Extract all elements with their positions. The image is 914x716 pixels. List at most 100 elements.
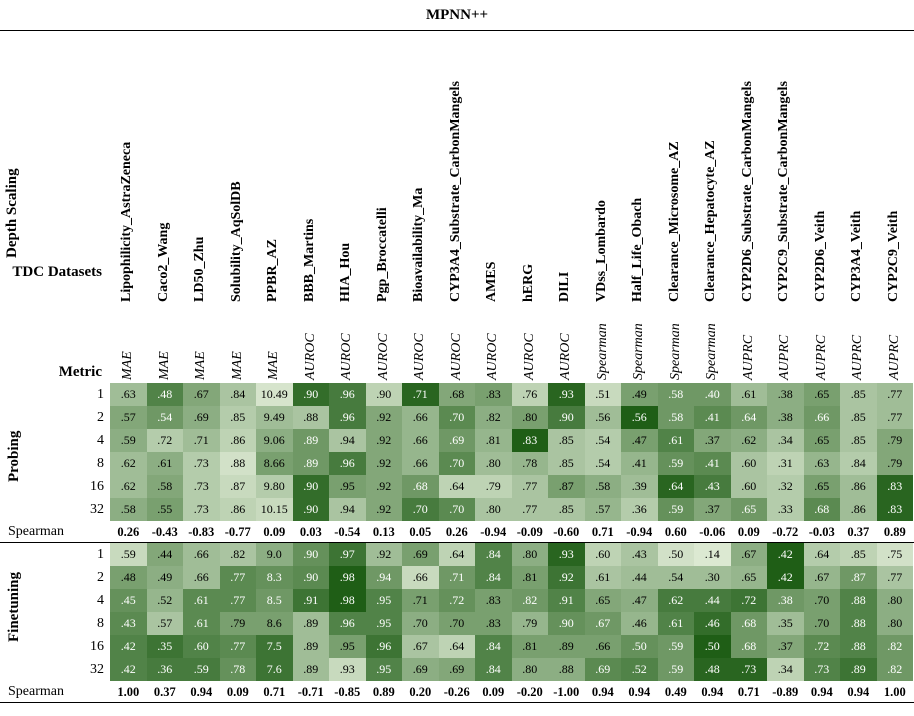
heatmap-cell: .56 (621, 406, 658, 429)
heatmap-cell: .50 (621, 635, 658, 658)
spearman-value: -0.85 (334, 685, 361, 699)
spearman-value: 0.89 (372, 685, 395, 699)
heatmap-cell: .96 (329, 612, 366, 635)
heatmap-cell: .42 (110, 658, 147, 681)
heatmap-cell: .35 (767, 612, 804, 635)
heatmap-cell: .80 (475, 452, 512, 475)
heatmap-cell: .70 (402, 612, 439, 635)
metric-label: AUPRC (886, 334, 902, 380)
heatmap-cell: .62 (110, 475, 147, 498)
spearman-value: -0.83 (188, 525, 215, 539)
heatmap-cell: .71 (183, 429, 220, 452)
heatmap-cell: .64 (438, 635, 475, 658)
heatmap-cell: .81 (475, 429, 512, 452)
heatmap-cell: .75 (876, 543, 913, 566)
heatmap-cell: .67 (730, 543, 767, 566)
depth-row-label: 1 (97, 547, 104, 562)
spearman-value: 0.94 (591, 685, 614, 699)
heatmap-cell: .93 (329, 658, 366, 681)
heatmap-cell: .66 (183, 543, 220, 566)
heatmap-cell: .76 (511, 383, 548, 406)
heatmap-cell: .85 (840, 543, 877, 566)
heatmap-cell: .88 (292, 406, 329, 429)
metric-label: Spearman (667, 323, 683, 380)
heatmap-cell: .59 (110, 429, 147, 452)
heatmap-cell: .79 (511, 612, 548, 635)
heatmap-cell: .66 (584, 635, 621, 658)
column-header: hERG (520, 263, 536, 302)
heatmap-cell: .80 (511, 406, 548, 429)
heatmap-cell: .70 (438, 498, 475, 521)
heatmap-cell: .43 (110, 612, 147, 635)
heatmap-cell: .41 (694, 406, 731, 429)
spearman-value: 0.09 (737, 525, 760, 539)
heatmap-cell: .79 (876, 429, 913, 452)
heatmap-cell: .69 (402, 543, 439, 566)
spearman-value: -0.43 (151, 525, 178, 539)
heatmap-cell: .94 (329, 429, 366, 452)
heatmap-cell: .68 (730, 612, 767, 635)
spearman-value: 0.94 (190, 685, 213, 699)
heatmap-cell: .57 (584, 498, 621, 521)
metric-label: AUPRC (850, 334, 865, 380)
heatmap-cell: .82 (876, 658, 913, 681)
heatmap-cell: .32 (767, 475, 804, 498)
spearman-value: -0.94 (626, 525, 653, 539)
heatmap-cell: .61 (657, 429, 694, 452)
heatmap-cell: .89 (292, 452, 329, 475)
heatmap-cell: .59 (657, 658, 694, 681)
heatmap-cell: .71 (402, 589, 439, 612)
heatmap-cell: .92 (548, 566, 585, 589)
heatmap-cell: .83 (876, 475, 913, 498)
heatmap-cell: .85 (840, 383, 877, 406)
spearman-value: 0.49 (664, 685, 687, 699)
heatmap-cell: .70 (803, 589, 840, 612)
column-header: Clearance_Hepatocyte_AZ (703, 140, 718, 302)
heatmap-cell: .67 (584, 612, 621, 635)
heatmap-cell: .58 (110, 498, 147, 521)
heatmap-cell: .63 (110, 383, 147, 406)
column-header: BBB_Martins (301, 218, 317, 302)
heatmap-cell: .96 (329, 452, 366, 475)
column-header: Clearance_Microsome_AZ (666, 141, 682, 302)
heatmap-cell: .85 (840, 406, 877, 429)
heatmap-cell: .82 (511, 589, 548, 612)
column-header: CYP2D6_Substrate_CarbonMangels (739, 81, 755, 302)
heatmap-cell: .85 (548, 452, 585, 475)
heatmap-cell: .48 (110, 566, 147, 589)
spearman-value: -0.94 (480, 525, 507, 539)
heatmap-cell: .69 (584, 658, 621, 681)
heatmap-cell: .65 (584, 589, 621, 612)
depth-row-label: 2 (97, 410, 104, 425)
heatmap-cell: .56 (584, 406, 621, 429)
heatmap-cell: .43 (621, 543, 658, 566)
spearman-value: -0.77 (224, 525, 251, 539)
heatmap-cell: 10.15 (256, 498, 293, 521)
spearman-value: 0.94 (847, 685, 870, 699)
heatmap-cell: .96 (365, 635, 402, 658)
heatmap-cell: .92 (365, 429, 402, 452)
heatmap-cell: .42 (767, 543, 804, 566)
heatmap-cell: .63 (803, 452, 840, 475)
spearman-value: 0.26 (445, 525, 468, 539)
heatmap-cell: .61 (183, 589, 220, 612)
column-header: VDss_Lombardo (593, 200, 609, 302)
heatmap-cell: .89 (292, 429, 329, 452)
heatmap-cell: .60 (584, 543, 621, 566)
heatmap-cell: .62 (730, 429, 767, 452)
heatmap-cell: .84 (475, 658, 512, 681)
heatmap-cell: .38 (767, 383, 804, 406)
heatmap-cell: .61 (584, 566, 621, 589)
heatmap-cell: .89 (292, 612, 329, 635)
heatmap-cell: .31 (767, 452, 804, 475)
heatmap-cell: .57 (146, 612, 183, 635)
heatmap-cell: .80 (511, 658, 548, 681)
heatmap-cell: .77 (876, 566, 913, 589)
heatmap-cell: .92 (365, 475, 402, 498)
spearman-value: 0.09 (226, 685, 249, 699)
heatmap-cell: .66 (402, 452, 439, 475)
spearman-value: 0.05 (409, 525, 432, 539)
heatmap-cell: 8.3 (256, 566, 293, 589)
top-rule (0, 30, 914, 31)
heatmap-cell: .79 (475, 475, 512, 498)
